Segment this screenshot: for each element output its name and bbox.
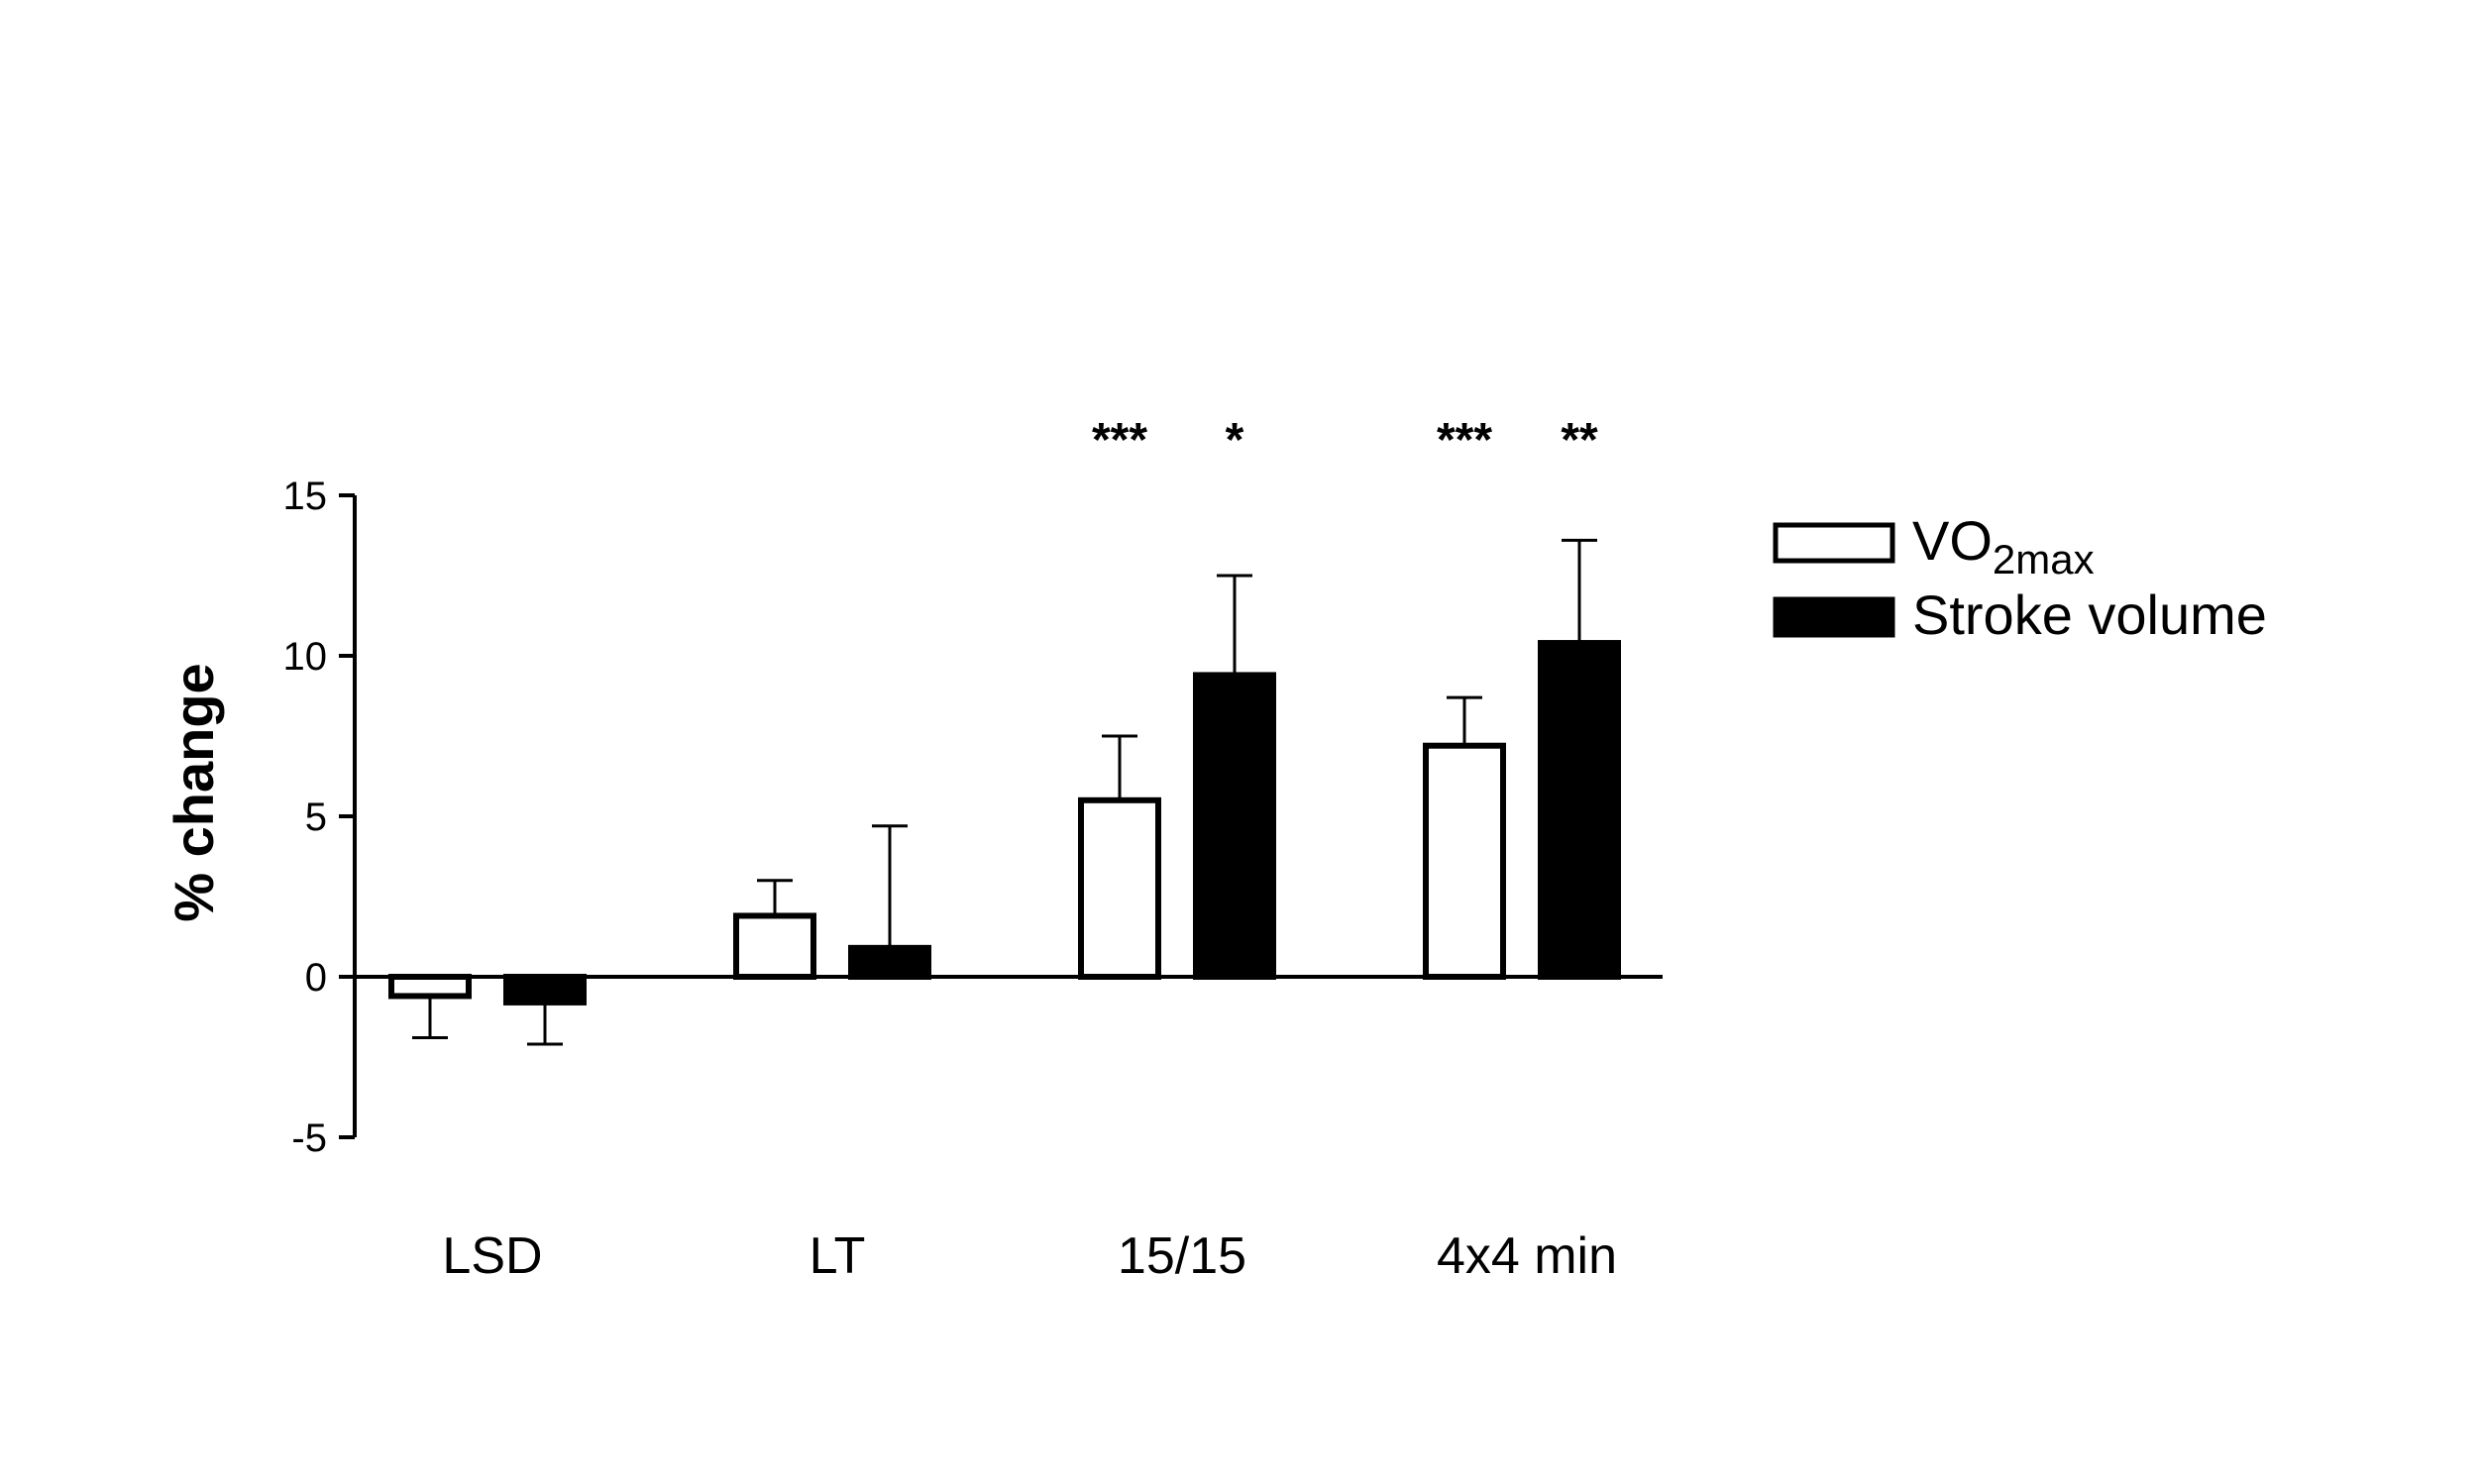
x-category-label: LT <box>810 1227 866 1285</box>
y-tick-label: 10 <box>283 635 328 679</box>
x-category-label: 4x4 min <box>1437 1227 1617 1285</box>
legend-swatch-vo2max <box>1773 522 1895 564</box>
y-axis-label: % change <box>162 663 225 921</box>
y-tick-label: 0 <box>305 956 327 1000</box>
bar-vo2 <box>733 912 816 981</box>
bar-sv <box>848 944 931 981</box>
axes: -5 0 5 10 15 LSD LT 15/15 4x4 min <box>283 475 1663 1285</box>
bar-sv <box>1193 672 1276 980</box>
bar-vo2 <box>1423 742 1506 980</box>
significance-marker: * <box>1226 414 1244 467</box>
legend-swatch-stroke-volume <box>1773 596 1895 638</box>
significance-marker: ** <box>1561 414 1598 467</box>
legend-label-stroke-volume: Stroke volume <box>1912 583 2267 646</box>
legend-vo2max-sub: 2max <box>1993 536 2095 583</box>
significance-marker: *** <box>1092 414 1147 467</box>
legend: VO2max Stroke volume <box>1773 509 2267 646</box>
significance-marker: *** <box>1437 414 1492 467</box>
y-tick-label: 5 <box>305 795 327 839</box>
legend-label-vo2max: VO2max <box>1912 509 2095 583</box>
y-tick-label: 15 <box>283 475 328 518</box>
bar-sv <box>503 974 587 1006</box>
bar-vo2 <box>388 974 472 1000</box>
y-tick-label: -5 <box>291 1116 327 1160</box>
bar-sv <box>1538 640 1621 980</box>
legend-vo2max-main: VO <box>1912 509 1993 572</box>
x-category-label: LSD <box>442 1227 542 1285</box>
x-category-label: 15/15 <box>1118 1227 1246 1285</box>
bar-vo2 <box>1078 796 1161 980</box>
bars: *** * *** ** <box>388 414 1621 1046</box>
